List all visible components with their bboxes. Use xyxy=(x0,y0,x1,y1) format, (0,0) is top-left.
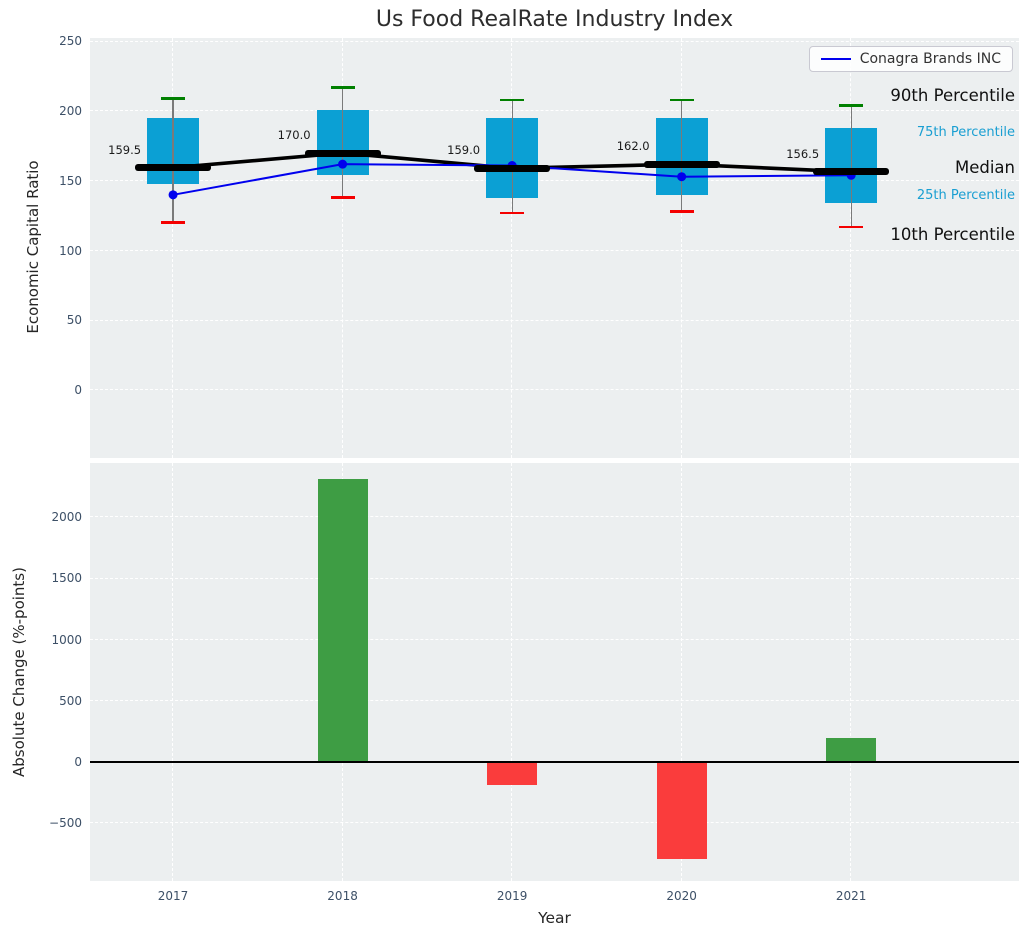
bar-plot-area xyxy=(90,463,1019,881)
cap-90th-2017 xyxy=(161,97,186,100)
bottom-ytick-0: 0 xyxy=(74,754,82,769)
top-gridline-250 xyxy=(90,40,1019,42)
top-gridline-200 xyxy=(90,110,1019,112)
x-axis-label: Year xyxy=(538,909,571,927)
bottom-ytick-500: 500 xyxy=(59,693,82,708)
cap-90th-2018 xyxy=(330,86,355,89)
median-label-2021: 156.5 xyxy=(786,146,820,161)
median-segment-2021 xyxy=(813,168,890,176)
chart-title: Us Food RealRate Industry Index xyxy=(375,7,734,32)
median-segment-2018 xyxy=(304,149,381,157)
xtick-2019: 2019 xyxy=(496,889,528,903)
cap-10th-2021 xyxy=(839,225,864,229)
cap-10th-2019 xyxy=(500,211,525,215)
cap-10th-2018 xyxy=(330,196,355,199)
cap-10th-2020 xyxy=(669,210,694,213)
bar-2021 xyxy=(826,738,877,762)
bottom-gridline-500 xyxy=(90,700,1019,702)
top-ytick-100: 100 xyxy=(59,243,82,258)
bottom-ytick-2000: 2000 xyxy=(51,510,82,525)
lines-overlay xyxy=(168,151,856,200)
annotation-75th-percentile: 75th Percentile xyxy=(916,124,1015,140)
bar-2020 xyxy=(656,761,707,859)
xtick-2018: 2018 xyxy=(327,889,358,903)
median-segment-2017 xyxy=(135,164,212,172)
legend-line-sample xyxy=(820,58,851,60)
top-ytick-150: 150 xyxy=(59,173,82,188)
bottom-gridline-2017 xyxy=(172,463,174,881)
bar-2019 xyxy=(487,761,538,786)
top-gridline-2019 xyxy=(511,38,513,458)
top-gridline-150 xyxy=(90,180,1019,182)
bottom-ytick-1000: 1000 xyxy=(51,632,82,647)
bottom-gridline--500 xyxy=(90,822,1019,824)
median-label-2017: 159.5 xyxy=(108,142,142,157)
company-point-2017 xyxy=(168,190,178,200)
top-ytick-250: 250 xyxy=(59,34,82,49)
top-gridline-0 xyxy=(90,389,1019,391)
company-point-2020 xyxy=(677,172,687,182)
top-gridline-2021 xyxy=(850,38,852,458)
whisker-2018 xyxy=(341,87,344,198)
annotation-median: Median xyxy=(954,158,1015,178)
bottom-gridline-2021 xyxy=(850,463,852,881)
bottom-y-axis-label: Absolute Change (%-points) xyxy=(10,567,28,777)
median-segment-2020 xyxy=(643,160,720,168)
bottom-ytick-1500: 1500 xyxy=(51,571,82,586)
bottom-gridline-2019 xyxy=(511,463,513,881)
median-label-2019: 159.0 xyxy=(447,143,481,158)
top-gridline-2018 xyxy=(341,38,343,458)
annotation-25th-percentile: 25th Percentile xyxy=(916,188,1015,204)
bottom-gridline-1000 xyxy=(90,638,1019,640)
annotation-90th-percentile: 90th Percentile xyxy=(890,86,1015,106)
legend: Conagra Brands INC xyxy=(808,46,1013,72)
xtick-2017: 2017 xyxy=(157,889,189,903)
annotation-10th-percentile: 10th Percentile xyxy=(890,224,1015,244)
median-label-2020: 162.0 xyxy=(616,139,650,154)
cap-10th-2017 xyxy=(161,221,186,224)
median-segment-2019 xyxy=(474,164,551,172)
top-gridline-2017 xyxy=(172,38,174,458)
xtick-2020: 2020 xyxy=(666,889,697,903)
xtick-2021: 2021 xyxy=(835,889,867,903)
cap-90th-2019 xyxy=(500,98,525,102)
top-gridline-50 xyxy=(90,319,1019,321)
bar-2018 xyxy=(317,479,368,762)
company-point-2018 xyxy=(338,159,348,169)
median-label-2018: 170.0 xyxy=(277,128,311,142)
cap-90th-2021 xyxy=(839,104,864,107)
bottom-gridline-2020 xyxy=(680,463,682,881)
whisker-2017 xyxy=(172,98,174,223)
top-ytick-0: 0 xyxy=(74,382,82,397)
whisker-2020 xyxy=(681,100,683,212)
top-ytick-200: 200 xyxy=(59,104,82,119)
top-gridline-2020 xyxy=(680,38,682,458)
top-gridline-100 xyxy=(90,249,1019,251)
bottom-gridline-2000 xyxy=(90,516,1019,518)
top-ytick-50: 50 xyxy=(66,313,82,328)
zero-line xyxy=(90,761,1019,763)
bottom-ytick--500: −500 xyxy=(49,816,82,831)
whisker-2019 xyxy=(511,100,513,213)
bottom-gridline-1500 xyxy=(90,577,1019,579)
cap-90th-2020 xyxy=(669,98,694,102)
legend-label: Conagra Brands INC xyxy=(859,51,1001,67)
box-plot-area: Conagra Brands INC 159.5 170.0 159.0 162.0 1… xyxy=(90,38,1019,458)
whisker-2021 xyxy=(850,105,852,227)
